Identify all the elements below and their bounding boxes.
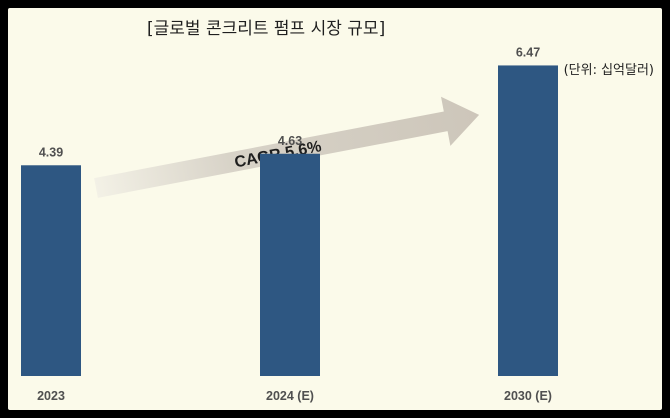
chart-title: [글로벌 콘크리트 펌프 시장 규모]: [147, 19, 385, 39]
value-label-3: 6.47: [516, 45, 540, 59]
category-label-2: 2024 (E): [266, 389, 314, 403]
bar-1: [21, 165, 81, 376]
bars-group: [21, 65, 558, 376]
cagr-arrow-shape: [94, 96, 480, 198]
unit-label: (단위: 십억달러): [564, 63, 654, 78]
category-label-1: 2023: [37, 389, 65, 403]
value-label-2: 4.63: [278, 134, 302, 148]
value-labels-group: 4.39 4.63 6.47: [39, 45, 540, 159]
bar-3: [498, 65, 558, 376]
value-label-1: 4.39: [39, 145, 63, 159]
category-label-3: 2030 (E): [504, 389, 552, 403]
category-labels-group: 2023 2024 (E) 2030 (E): [37, 389, 552, 403]
chart-panel: [글로벌 콘크리트 펌프 시장 규모] (단위: 십억달러) CAGR 5.6%…: [8, 8, 662, 410]
bar-2: [260, 153, 320, 376]
bar-chart: [글로벌 콘크리트 펌프 시장 규모] (단위: 십억달러) CAGR 5.6%…: [21, 19, 654, 403]
